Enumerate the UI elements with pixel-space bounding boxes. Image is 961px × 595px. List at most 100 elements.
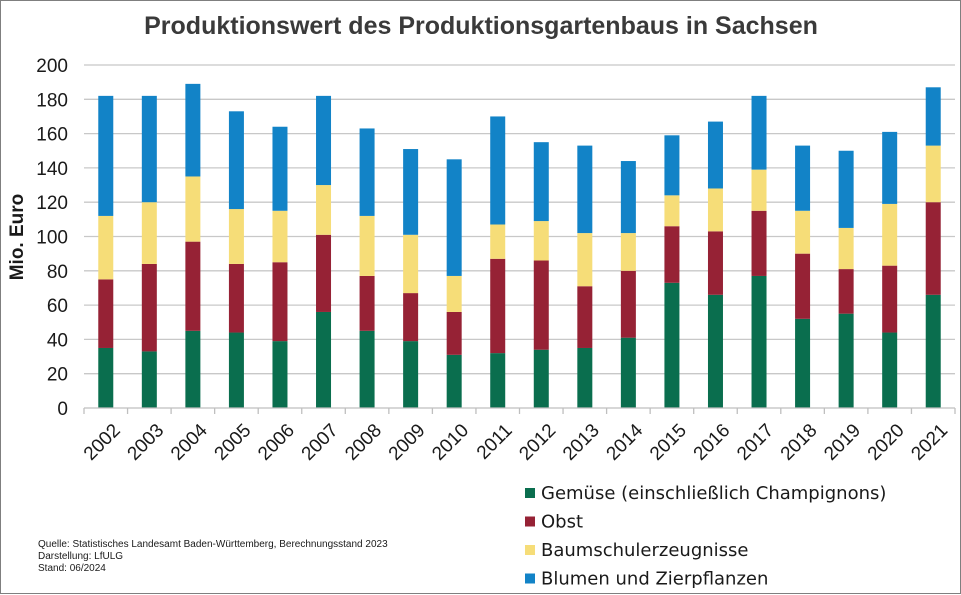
bars xyxy=(98,83,941,408)
bar-segment xyxy=(795,210,811,254)
bar-segment xyxy=(795,145,811,211)
y-tick-label: 0 xyxy=(57,399,68,420)
bar-segment xyxy=(664,226,680,283)
bar-segment xyxy=(620,233,636,271)
legend-label: Obst xyxy=(541,512,583,533)
bar-segment xyxy=(533,260,549,350)
y-tick-label: 40 xyxy=(47,330,68,351)
x-tick-label: 2010 xyxy=(428,420,473,465)
bar-segment xyxy=(925,87,941,146)
y-tick-label: 140 xyxy=(36,159,68,180)
x-tick-label: 2007 xyxy=(298,420,343,465)
bar-segment xyxy=(490,224,506,259)
bar-segment xyxy=(446,311,462,355)
bar-segment xyxy=(403,234,419,294)
bar-segment xyxy=(838,269,854,314)
bar-segment xyxy=(272,262,288,342)
bar-segment xyxy=(664,195,680,227)
bar-segment xyxy=(882,332,898,408)
bar-segment xyxy=(620,337,636,408)
x-tick-label: 2019 xyxy=(820,420,865,465)
bar-segment xyxy=(707,188,723,232)
x-tick-label: 2017 xyxy=(733,420,778,465)
bar-segment xyxy=(403,341,419,408)
bar-segment xyxy=(228,263,244,333)
bar-segment xyxy=(925,202,941,295)
bar-segment xyxy=(882,265,898,333)
bar-segment xyxy=(141,263,157,352)
bar-segment xyxy=(490,353,506,408)
bar-segment xyxy=(838,227,854,270)
x-tick-label: 2021 xyxy=(907,420,952,465)
bar-segment xyxy=(838,313,854,408)
bar-segment xyxy=(533,349,549,408)
bar-segment xyxy=(359,215,375,276)
y-tick-label: 160 xyxy=(36,125,68,146)
bar-segment xyxy=(664,135,680,196)
bar-segment xyxy=(490,116,506,225)
bar-segment xyxy=(707,121,723,189)
bar-segment xyxy=(98,215,114,280)
bar-segment xyxy=(98,279,114,348)
bar-segment xyxy=(316,185,332,235)
bar-segment xyxy=(98,347,114,408)
bar-segment xyxy=(795,318,811,408)
x-tick-label: 2012 xyxy=(515,420,560,465)
x-tick-label: 2003 xyxy=(124,420,169,465)
bar-segment xyxy=(272,210,288,263)
y-tick-label: 200 xyxy=(36,56,68,77)
bar-segment xyxy=(751,169,767,211)
bar-segment xyxy=(228,111,244,210)
x-tick-label: 2004 xyxy=(167,420,212,465)
bar-segment xyxy=(272,126,288,211)
bar-segment xyxy=(664,282,680,408)
bar-segment xyxy=(446,275,462,312)
bar-segment xyxy=(446,159,462,276)
bar-segment xyxy=(141,95,157,203)
x-tick-label: 2006 xyxy=(254,420,299,465)
legend-swatch xyxy=(525,573,535,584)
bar-segment xyxy=(359,128,375,216)
x-tick-label: 2016 xyxy=(690,420,735,465)
legend: Gemüse (einschließlich Champignons) Obst B… xyxy=(525,483,886,590)
source-note: Quelle: Statistisches Landesamt Baden-Wü… xyxy=(38,539,388,550)
bar-segment xyxy=(316,234,332,312)
y-tick-label: 80 xyxy=(47,262,68,283)
legend-label: Baumschulerzeugnisse xyxy=(541,540,748,561)
x-tick-label: 2020 xyxy=(864,420,909,465)
bar-segment xyxy=(141,202,157,264)
bar-segment xyxy=(838,150,854,228)
bar-segment xyxy=(882,203,898,266)
bar-segment xyxy=(446,354,462,408)
bar-segment xyxy=(577,347,593,408)
bar-segment xyxy=(228,209,244,264)
x-tick-label: 2013 xyxy=(559,420,604,465)
bar-segment xyxy=(359,330,375,408)
bar-segment xyxy=(490,258,506,354)
bar-segment xyxy=(882,131,898,204)
bar-segment xyxy=(707,231,723,295)
bar-segment xyxy=(707,294,723,408)
bar-segment xyxy=(751,275,767,408)
y-tick-label: 180 xyxy=(36,90,68,111)
bar-segment xyxy=(185,176,201,242)
bar-segment xyxy=(403,293,419,342)
x-tick-label: 2011 xyxy=(473,420,517,464)
x-tick-label: 2005 xyxy=(211,420,256,465)
x-tick-label: 2008 xyxy=(341,420,386,465)
legend-label: Blumen und Zierpflanzen xyxy=(541,569,768,590)
y-axis-label: Mio. Euro xyxy=(7,194,28,281)
legend-swatch xyxy=(525,488,535,498)
x-tick-label: 2018 xyxy=(777,420,822,465)
bar-segment xyxy=(228,332,244,408)
x-tick-label: 2015 xyxy=(646,420,691,465)
x-tick-label: 2014 xyxy=(603,420,648,465)
bar-segment xyxy=(141,351,157,408)
y-tick-label: 120 xyxy=(36,193,68,214)
bar-segment xyxy=(403,149,419,235)
bar-segment xyxy=(185,330,201,408)
date-note: Stand: 06/2024 xyxy=(38,563,106,574)
bar-segment xyxy=(533,221,549,261)
credit-note: Darstellung: LfULG xyxy=(38,551,123,562)
